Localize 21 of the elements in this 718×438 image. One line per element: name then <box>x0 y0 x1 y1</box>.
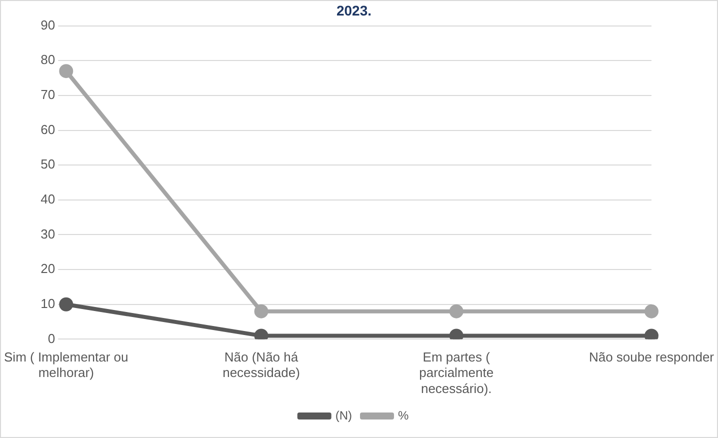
y-tick-label: 40 <box>40 191 56 206</box>
point <box>59 64 74 78</box>
y-tick-label: 90 <box>40 17 56 32</box>
point <box>449 304 464 318</box>
x-tick-label: Sim ( Implementar ou melhorar) <box>4 350 128 380</box>
y-tick-label: 20 <box>40 261 56 276</box>
point <box>254 304 268 318</box>
y-tick-label: 80 <box>40 52 56 68</box>
x-tick-label: Não (Não há necessidade) <box>222 350 300 380</box>
legend-label: (N) <box>335 408 352 422</box>
x-tick-label: Não soube responder <box>588 350 715 365</box>
x-tick-label: Em partes ( parcialmente necessário). <box>419 350 494 396</box>
y-tick-label: 70 <box>40 87 56 102</box>
y-tick-label: 10 <box>40 296 56 311</box>
y-tick-label: 0 <box>48 330 56 346</box>
y-tick-label: 30 <box>40 226 56 242</box>
legend-label: % <box>398 408 409 422</box>
y-tick-label: 60 <box>40 122 56 137</box>
point <box>644 304 658 318</box>
chart-title: 2023. <box>336 2 372 18</box>
y-tick-label: 50 <box>40 156 56 172</box>
